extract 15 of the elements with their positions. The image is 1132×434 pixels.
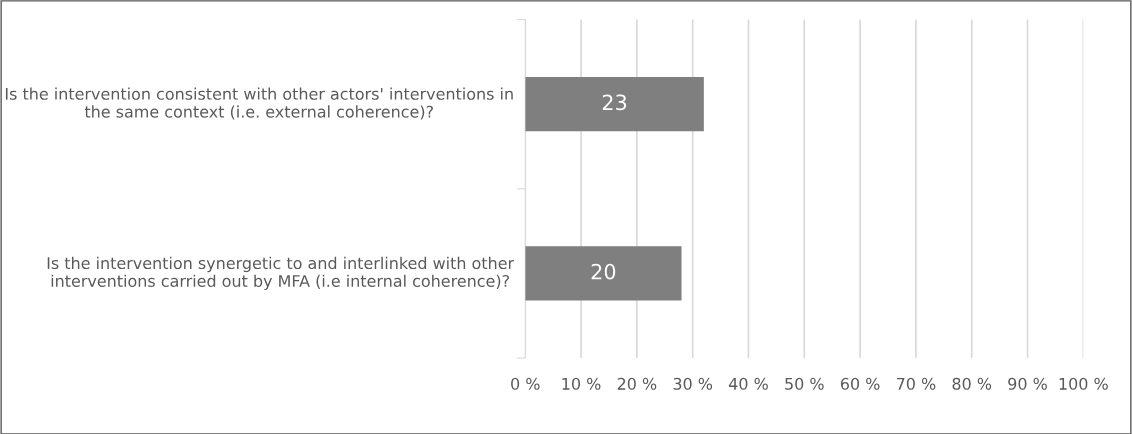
x-tick-label: 30 % [673, 377, 713, 390]
x-tick-label: 70 % [896, 377, 936, 390]
x-tick-label: 80 % [952, 377, 992, 390]
y-tick-label: Is the intervention consistent with other actors' interventions in the same context (i.e. external coherence)? [5, 87, 513, 120]
x-tick-label: 100 % [1059, 377, 1108, 390]
x-tick-label: 20 % [617, 377, 657, 390]
x-tick-label: 40 % [728, 377, 768, 390]
x-tick-label: 60 % [840, 377, 880, 390]
x-tick-label: 50 % [785, 377, 824, 390]
y-tick-label: Is the intervention synergetic to and interlinked with other interventions carried out by MFA (i.e internal coherence)? [47, 256, 515, 291]
annotation: 23 [602, 94, 627, 111]
x-tick-label: 0 % [511, 377, 540, 390]
x-tick-label: 90 % [1008, 377, 1047, 390]
annotation: 20 [591, 263, 616, 280]
x-tick-label: 10 % [562, 377, 601, 390]
